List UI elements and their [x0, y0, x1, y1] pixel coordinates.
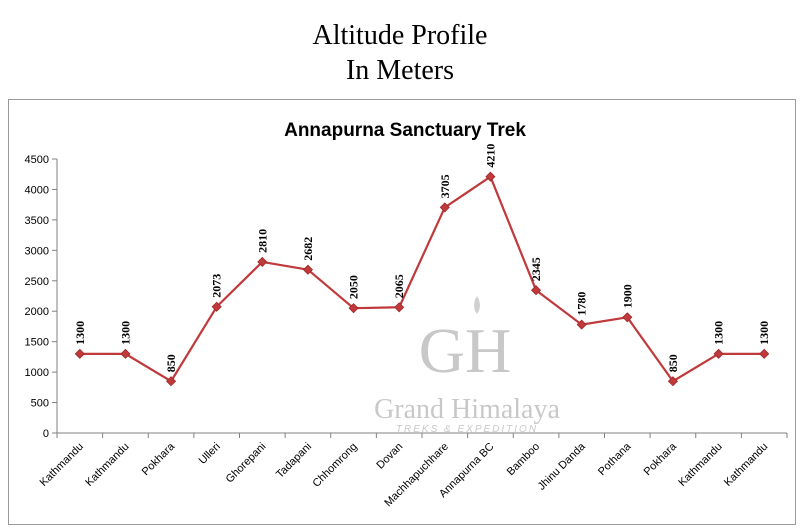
watermark-flame-icon [474, 296, 480, 314]
y-tick-label: 2000 [25, 306, 49, 318]
markers [74, 171, 770, 387]
x-category-label: Ulleri [197, 441, 223, 467]
watermark-name: Grand Himalaya [374, 394, 560, 425]
data-point-marker [439, 202, 450, 213]
series-line [79, 175, 765, 383]
data-point-marker [622, 312, 633, 323]
y-tick-label: 1000 [25, 367, 49, 379]
x-category-label: Pokhara [642, 440, 680, 478]
x-category-label: Pokhara [140, 440, 178, 478]
y-tick-label: 3500 [25, 215, 49, 227]
data-label: 2810 [255, 229, 269, 253]
data-point-marker [257, 256, 268, 267]
x-category-label: Dovan [374, 441, 405, 472]
x-category-label: Tadapani [274, 441, 314, 481]
data-point-marker [74, 348, 85, 359]
data-label: 2073 [210, 274, 224, 298]
x-category-label: Pothana [596, 440, 634, 478]
x-category-label: Ghorepani [224, 441, 269, 486]
data-label: 1300 [757, 321, 771, 345]
page-title-line1: Altitude Profile [312, 20, 488, 51]
data-labels: 1300 1300 850 2073 2810 2682 2050 2065 3705 4210 2… [73, 144, 771, 373]
data-point-marker [530, 285, 542, 296]
data-point-marker [485, 171, 496, 182]
x-category-label: Kathmandu [38, 441, 86, 489]
series-line-group [79, 175, 765, 383]
data-point-marker [211, 301, 222, 312]
y-tick-label: 3000 [25, 245, 49, 257]
y-tick-label: 500 [31, 398, 49, 410]
data-point-marker [120, 348, 131, 359]
data-label: 850 [666, 354, 680, 372]
x-category-label: Bamboo [505, 441, 542, 478]
data-label: 4210 [483, 144, 497, 168]
y-tick-label: 4500 [25, 154, 49, 166]
axes [56, 159, 787, 434]
data-label: 2050 [347, 275, 361, 299]
data-point-marker [759, 348, 770, 359]
line-chart: Annapurna Sanctuary Trek GH Grand Himala… [25, 120, 788, 509]
y-tick-label: 2500 [25, 276, 49, 288]
x-category-label: Kathmandu [83, 441, 131, 489]
watermark-tagline: TREKS & EXPEDITION [396, 424, 538, 435]
data-point-marker [576, 319, 587, 330]
data-label: 1900 [620, 284, 634, 308]
data-label: 1300 [73, 321, 87, 345]
data-label: 2065 [392, 274, 406, 298]
y-tick-label: 0 [43, 428, 49, 440]
data-label: 1300 [712, 321, 726, 345]
data-point-marker [348, 303, 359, 314]
y-tick-label: 4000 [25, 184, 49, 196]
y-tick-label: 1500 [25, 337, 49, 349]
data-point-marker [713, 348, 724, 359]
page-title: Altitude Profile In Meters [0, 18, 800, 88]
chart-title: Annapurna Sanctuary Trek [284, 120, 526, 141]
page-title-line2: In Meters [345, 55, 455, 86]
data-label: 2345 [529, 257, 543, 281]
data-label: 1300 [118, 321, 132, 345]
data-point-marker [394, 302, 405, 313]
data-label: 1780 [575, 292, 589, 316]
x-category-label: Jhinu Danda [536, 440, 589, 493]
data-point-marker [302, 264, 314, 275]
data-point-marker [165, 376, 177, 387]
data-label: 3705 [438, 174, 452, 198]
x-category-label: Chhomrong [311, 441, 360, 490]
data-label: 850 [164, 354, 178, 372]
data-point-marker [667, 376, 679, 387]
data-label: 2682 [301, 237, 315, 261]
x-category-label: Kathmandu [722, 441, 770, 489]
watermark: GH Grand Himalaya TREKS & EXPEDITION [374, 296, 560, 435]
x-category-label: Kathmandu [676, 441, 724, 489]
watermark-monogram: GH [419, 315, 511, 386]
y-axis-ticks: 0 500 1000 1500 2000 2500 3000 3500 4000 4500 [25, 154, 57, 440]
chart-frame: Annapurna Sanctuary Trek GH Grand Himala… [8, 99, 796, 525]
